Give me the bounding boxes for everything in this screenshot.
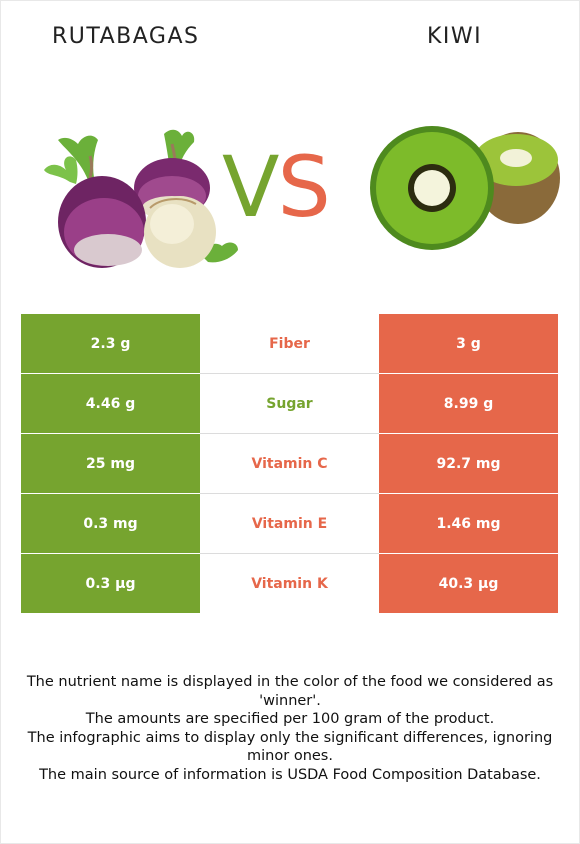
comparison-table: 2.3 g Fiber 3 g 4.46 g Sugar 8.99 g 25 m… [21,314,558,614]
vs-s: S [277,138,330,236]
footnote-line: The infographic aims to display only the… [27,729,553,765]
table-row: 0.3 µg Vitamin K 40.3 µg [21,553,558,614]
rutabaga-image [44,129,238,268]
left-value: 0.3 mg [21,493,200,554]
footnote-line: The amounts are specified per 100 gram o… [85,711,495,727]
vs-label: VS [222,138,331,236]
right-value: 8.99 g [379,373,558,434]
left-value: 0.3 µg [21,553,200,614]
nutrient-name: Vitamin K [200,553,379,614]
left-food-title: RUTABAGAS [52,24,200,49]
footnote-line: The main source of information is USDA F… [39,766,541,783]
table-row: 2.3 g Fiber 3 g [21,314,558,374]
right-value: 92.7 mg [379,433,558,494]
kiwi-image [370,126,560,250]
right-food-title: KIWI [427,24,483,49]
nutrient-name: Vitamin E [200,493,379,554]
nutrient-name: Fiber [200,314,379,374]
left-value: 25 mg [21,433,200,494]
nutrient-name: Vitamin C [200,433,379,494]
right-value: 1.46 mg [379,493,558,554]
vs-v: V [222,138,279,236]
table-row: 0.3 mg Vitamin E 1.46 mg [21,493,558,554]
footnote: The nutrient name is displayed in the co… [24,673,556,784]
nutrient-name: Sugar [200,373,379,434]
left-value: 4.46 g [21,373,200,434]
table-row: 25 mg Vitamin C 92.7 mg [21,433,558,494]
table-row: 4.46 g Sugar 8.99 g [21,373,558,434]
right-value: 3 g [379,314,558,374]
left-value: 2.3 g [21,314,200,374]
right-value: 40.3 µg [379,553,558,614]
footnote-line: The nutrient name is displayed in the co… [26,674,554,709]
food-images [44,126,560,268]
